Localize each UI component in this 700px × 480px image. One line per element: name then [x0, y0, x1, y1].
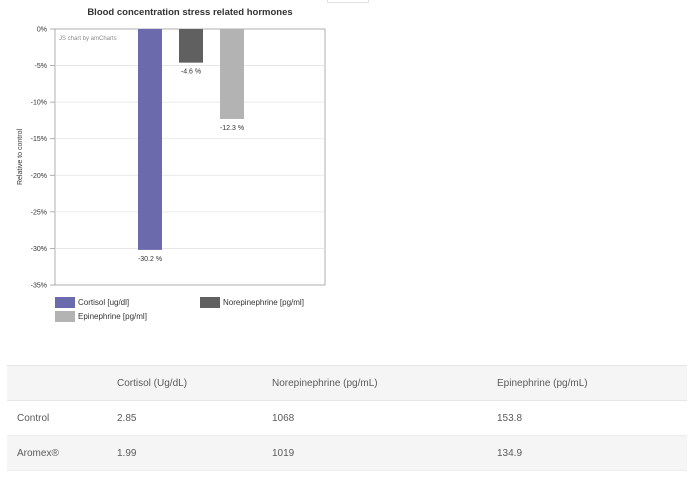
y-tick-label: -10%	[31, 100, 47, 107]
y-tick-label: 0%	[37, 27, 47, 34]
table-cell: 134.9	[497, 447, 523, 459]
bar[interactable]	[179, 29, 203, 63]
table-header-cell	[7, 366, 107, 401]
table-header-cell: Cortisol (Ug/dL)	[117, 377, 188, 389]
table-cell: 1068	[272, 412, 295, 424]
legend-swatch	[200, 297, 220, 308]
y-tick-label: -30%	[31, 246, 47, 253]
amcharts-watermark[interactable]: JS chart by amCharts	[59, 36, 117, 42]
table-cell: 1019	[272, 447, 295, 459]
table-cell: 153.8	[497, 412, 523, 424]
table-header-row: Cortisol (Ug/dL) Norepinephrine (pg/mL) …	[7, 365, 687, 401]
chart-legend: Cortisol [ug/dl] Norepinephrine [pg/ml] Ep…	[55, 297, 345, 327]
plot-area	[54, 28, 326, 286]
table-row: Control 2.85 1068 153.8	[7, 401, 687, 436]
chart-title: Blood concentration stress related hormo…	[87, 7, 292, 18]
legend-label: Cortisol [ug/dl]	[78, 298, 130, 307]
y-axis-label: Relative to control	[17, 129, 24, 185]
legend-item[interactable]: Norepinephrine [pg/ml]	[200, 297, 304, 308]
y-axis-ticks: 0% -5% -10% -15% -20% -25% -30% -35%	[31, 27, 55, 290]
bar-value-label: -4.6 %	[181, 69, 201, 76]
table-cell: 2.85	[117, 412, 137, 424]
table-row: Aromex® 1.99 1019 134.9	[7, 435, 687, 471]
grid-lines	[55, 65, 325, 249]
legend-label: Norepinephrine [pg/ml]	[223, 298, 304, 307]
legend-item[interactable]: Epinephrine [pg/ml]	[55, 311, 147, 322]
y-tick-label: -25%	[31, 209, 47, 216]
chart-canvas: Blood concentration stress related hormo…	[17, 7, 326, 290]
y-tick-label: -5%	[35, 63, 47, 70]
table-cell: Aromex®	[17, 447, 59, 459]
y-tick-label: -35%	[31, 283, 47, 290]
legend-swatch	[55, 297, 75, 308]
bar[interactable]	[138, 29, 162, 250]
legend-label: Epinephrine [pg/ml]	[78, 312, 147, 321]
data-labels: -30.2 % -4.6 % -12.3 %	[138, 69, 244, 263]
tab-indicator	[327, 0, 369, 3]
table-header-cell: Norepinephrine (pg/mL)	[272, 377, 378, 389]
legend-swatch	[55, 311, 75, 322]
bars	[138, 29, 244, 250]
y-tick-label: -20%	[31, 173, 47, 180]
legend-item[interactable]: Cortisol [ug/dl]	[55, 297, 129, 308]
bar-value-label: -30.2 %	[138, 256, 162, 263]
hormone-bar-chart: Blood concentration stress related hormo…	[0, 0, 340, 330]
bar[interactable]	[220, 29, 244, 119]
y-tick-label: -15%	[31, 136, 47, 143]
bar-value-label: -12.3 %	[220, 125, 244, 132]
table-header-cell: Epinephrine (pg/mL)	[497, 377, 588, 389]
hormone-table: Cortisol (Ug/dL) Norepinephrine (pg/mL) …	[7, 365, 687, 471]
table-cell: Control	[17, 412, 50, 424]
table-cell: 1.99	[117, 447, 137, 459]
